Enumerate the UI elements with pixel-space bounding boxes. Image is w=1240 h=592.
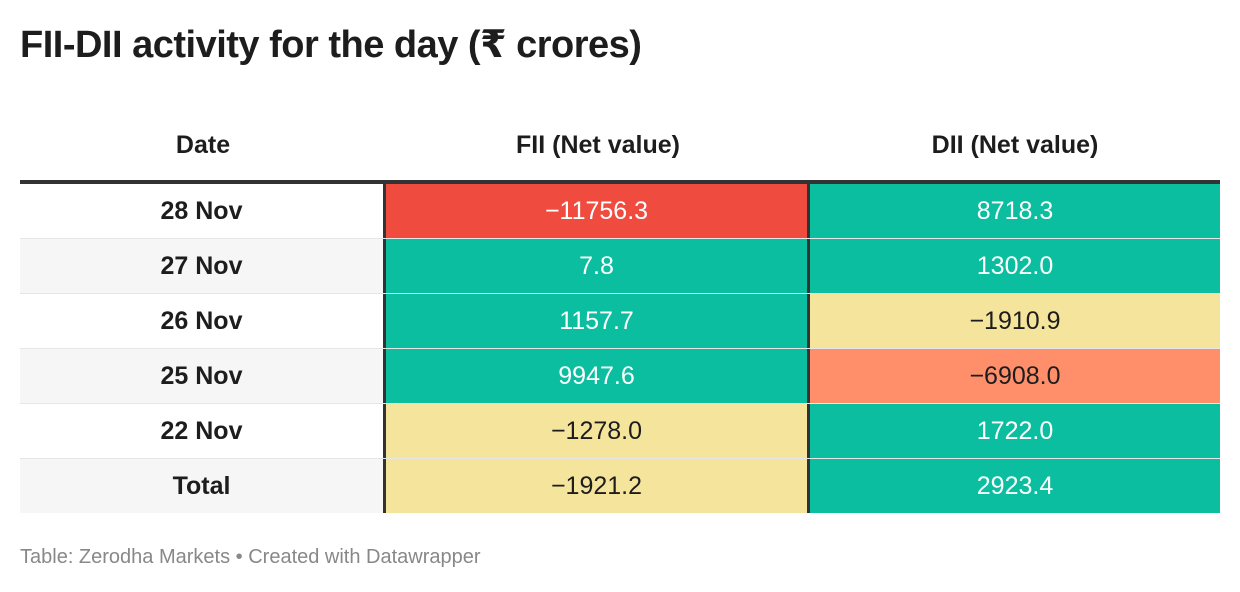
date-cell: 27 Nov [20, 239, 386, 293]
dii-value-cell: 2923.4 [810, 459, 1220, 513]
table-row: 26 Nov 1157.7 −1910.9 [20, 294, 1220, 349]
dii-value-cell: 1302.0 [810, 239, 1220, 293]
column-header-date: Date [175, 130, 231, 159]
date-cell: 22 Nov [20, 404, 386, 458]
date-cell: 28 Nov [20, 184, 386, 238]
date-cell: 26 Nov [20, 294, 386, 348]
source-footer: Table: Zerodha Markets • Created with Da… [20, 546, 481, 568]
fii-value-cell: −1278.0 [386, 404, 810, 458]
fii-value-cell: 7.8 [386, 239, 810, 293]
fii-dii-table: Date FII (Net value) DII (Net value) 28 … [20, 110, 1220, 514]
table-row: 22 Nov −1278.0 1722.0 [20, 404, 1220, 459]
dii-value-cell: −1910.9 [810, 294, 1220, 348]
table-header: Date FII (Net value) DII (Net value) [20, 110, 1220, 184]
dii-value-cell: 1722.0 [810, 404, 1220, 458]
column-header-dii: DII (Net value) [931, 130, 1099, 159]
fii-value-cell: −11756.3 [386, 184, 810, 238]
table-row: 25 Nov 9947.6 −6908.0 [20, 349, 1220, 404]
fii-value-cell: 1157.7 [386, 294, 810, 348]
date-cell: 25 Nov [20, 349, 386, 403]
fii-value-cell: −1921.2 [386, 459, 810, 513]
page-title: FII-DII activity for the day (₹ crores) [20, 24, 642, 66]
table-row: 28 Nov −11756.3 8718.3 [20, 184, 1220, 239]
column-header-fii: FII (Net value) [516, 130, 680, 159]
table-row: 27 Nov 7.8 1302.0 [20, 239, 1220, 294]
fii-value-cell: 9947.6 [386, 349, 810, 403]
table-body: 28 Nov −11756.3 8718.3 27 Nov 7.8 1302.0 26 No… [20, 184, 1220, 514]
table-row: Total −1921.2 2923.4 [20, 459, 1220, 514]
dii-value-cell: 8718.3 [810, 184, 1220, 238]
dii-value-cell: −6908.0 [810, 349, 1220, 403]
date-cell: Total [20, 459, 386, 513]
